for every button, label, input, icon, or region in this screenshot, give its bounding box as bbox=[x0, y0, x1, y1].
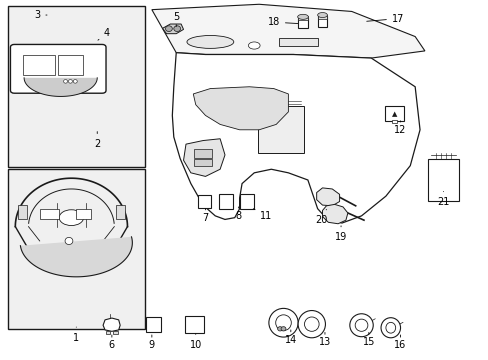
Ellipse shape bbox=[304, 317, 319, 331]
Polygon shape bbox=[152, 4, 424, 58]
Bar bbox=[58, 55, 82, 75]
Bar bbox=[193, 149, 212, 158]
Ellipse shape bbox=[297, 14, 308, 19]
Bar bbox=[278, 39, 317, 45]
Ellipse shape bbox=[173, 26, 180, 32]
Bar bbox=[40, 209, 59, 220]
Bar bbox=[8, 169, 144, 329]
Text: 9: 9 bbox=[148, 335, 155, 350]
Ellipse shape bbox=[317, 13, 327, 18]
Ellipse shape bbox=[380, 318, 400, 338]
Ellipse shape bbox=[59, 210, 83, 226]
Text: 11: 11 bbox=[253, 209, 272, 221]
Text: 1: 1 bbox=[73, 327, 79, 343]
Text: 7: 7 bbox=[202, 209, 208, 222]
Text: 6: 6 bbox=[109, 335, 115, 350]
Bar bbox=[105, 331, 110, 334]
Ellipse shape bbox=[65, 237, 73, 244]
Ellipse shape bbox=[268, 309, 298, 337]
Bar bbox=[18, 206, 27, 219]
Bar bbox=[197, 195, 211, 208]
Bar bbox=[23, 55, 55, 75]
Polygon shape bbox=[322, 204, 347, 224]
Text: 21: 21 bbox=[436, 192, 448, 207]
Bar bbox=[116, 206, 124, 219]
Text: 14: 14 bbox=[284, 330, 296, 345]
Bar bbox=[218, 194, 233, 209]
Ellipse shape bbox=[349, 314, 372, 337]
Ellipse shape bbox=[248, 42, 260, 49]
Ellipse shape bbox=[68, 80, 72, 83]
Polygon shape bbox=[103, 318, 120, 331]
Bar bbox=[257, 107, 304, 153]
Bar bbox=[8, 6, 144, 167]
Text: 18: 18 bbox=[267, 17, 297, 27]
Polygon shape bbox=[20, 237, 132, 277]
Text: 4: 4 bbox=[98, 28, 110, 40]
Bar bbox=[391, 120, 396, 123]
Bar bbox=[427, 159, 458, 201]
Polygon shape bbox=[316, 188, 339, 206]
Bar bbox=[145, 317, 161, 332]
Bar bbox=[76, 209, 91, 219]
Bar bbox=[185, 316, 203, 333]
Polygon shape bbox=[172, 53, 419, 223]
Ellipse shape bbox=[186, 36, 233, 48]
Polygon shape bbox=[162, 24, 183, 34]
Text: 8: 8 bbox=[235, 207, 241, 221]
Bar bbox=[428, 162, 457, 198]
Polygon shape bbox=[24, 78, 97, 96]
Text: 16: 16 bbox=[394, 335, 406, 350]
Ellipse shape bbox=[385, 322, 395, 333]
Polygon shape bbox=[193, 87, 288, 130]
FancyBboxPatch shape bbox=[10, 44, 106, 93]
Ellipse shape bbox=[354, 319, 367, 331]
Text: 5: 5 bbox=[173, 12, 179, 27]
Text: 19: 19 bbox=[334, 226, 346, 242]
Text: 17: 17 bbox=[366, 14, 404, 24]
Polygon shape bbox=[183, 139, 224, 176]
Ellipse shape bbox=[277, 327, 282, 331]
Bar bbox=[113, 331, 118, 334]
Ellipse shape bbox=[275, 315, 291, 330]
Bar bbox=[384, 106, 404, 121]
Bar bbox=[193, 159, 212, 166]
Ellipse shape bbox=[165, 26, 172, 32]
Text: 15: 15 bbox=[362, 332, 374, 347]
Text: 3: 3 bbox=[34, 10, 47, 20]
Text: 20: 20 bbox=[315, 210, 327, 225]
Text: 10: 10 bbox=[189, 334, 202, 350]
Ellipse shape bbox=[281, 327, 285, 331]
Ellipse shape bbox=[298, 311, 325, 338]
Text: ▲: ▲ bbox=[391, 111, 397, 117]
Bar bbox=[297, 18, 308, 28]
Text: 2: 2 bbox=[94, 132, 100, 149]
Bar bbox=[317, 15, 327, 19]
Text: 12: 12 bbox=[393, 121, 406, 135]
Bar bbox=[297, 17, 308, 20]
Bar bbox=[317, 16, 327, 27]
Ellipse shape bbox=[73, 80, 77, 83]
Text: 13: 13 bbox=[318, 332, 330, 347]
Bar bbox=[239, 194, 254, 209]
Ellipse shape bbox=[63, 80, 67, 83]
